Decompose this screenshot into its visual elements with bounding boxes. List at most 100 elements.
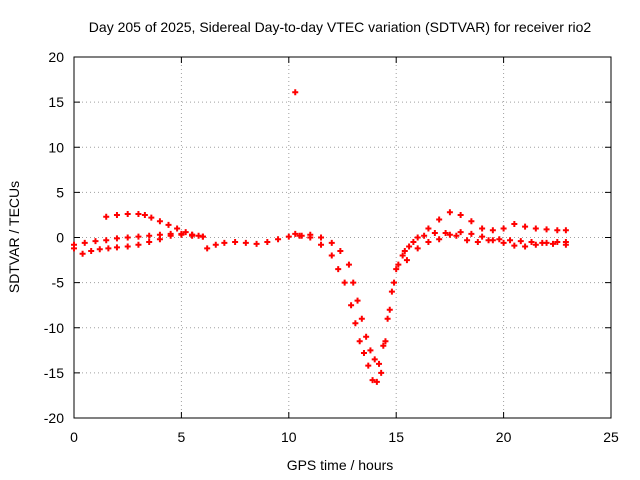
data-point xyxy=(124,211,131,218)
y-axis-label: SDTVAR / TECUs xyxy=(6,181,22,293)
data-point xyxy=(135,211,142,218)
data-point xyxy=(369,377,376,384)
axis-ticks: 0 5 10 15 20 25 -20 -15 -10 -5 0 5 10 15 20 xyxy=(44,49,619,445)
data-point xyxy=(352,320,359,327)
data-point xyxy=(328,239,335,246)
data-point xyxy=(562,239,569,246)
data-point xyxy=(199,233,206,240)
data-point xyxy=(350,279,357,286)
data-point xyxy=(348,302,355,309)
data-point xyxy=(335,266,342,273)
series-arc-f xyxy=(307,229,569,385)
data-point xyxy=(296,232,303,239)
data-point xyxy=(365,362,372,369)
data-point xyxy=(318,241,325,248)
y-tick-label: -5 xyxy=(52,275,65,291)
data-point xyxy=(292,89,299,96)
data-point xyxy=(464,237,471,244)
data-point xyxy=(182,229,189,236)
data-point xyxy=(474,239,481,246)
data-point xyxy=(264,239,271,246)
data-point xyxy=(285,233,292,240)
data-point xyxy=(376,360,383,367)
data-point xyxy=(457,229,464,236)
series-arc-c xyxy=(103,211,196,238)
data-point xyxy=(275,236,282,243)
data-point xyxy=(550,240,557,247)
data-point xyxy=(554,227,561,234)
data-point xyxy=(367,347,374,354)
data-point xyxy=(113,211,120,218)
data-point xyxy=(446,209,453,216)
data-point xyxy=(378,369,385,376)
data-point xyxy=(337,248,344,255)
x-tick-label: 25 xyxy=(603,429,619,445)
data-point xyxy=(442,229,449,236)
data-point xyxy=(156,218,163,225)
data-point xyxy=(554,239,561,246)
data-point xyxy=(71,241,77,248)
data-point xyxy=(81,239,88,246)
data-point xyxy=(479,233,486,240)
data-point xyxy=(253,240,260,247)
data-point xyxy=(341,279,348,286)
data-point xyxy=(79,250,86,257)
data-point xyxy=(401,248,408,255)
series-arc-g xyxy=(403,229,569,264)
data-point xyxy=(318,234,325,241)
y-tick-label: 15 xyxy=(48,94,64,110)
data-point xyxy=(457,211,464,218)
data-point xyxy=(410,239,417,246)
data-point xyxy=(113,235,120,242)
y-tick-label: -15 xyxy=(44,365,64,381)
data-point xyxy=(468,230,475,237)
data-point xyxy=(500,239,507,246)
data-point xyxy=(388,288,395,295)
data-point xyxy=(425,225,432,232)
data-point xyxy=(124,243,131,250)
data-point xyxy=(489,237,496,244)
data-point xyxy=(307,234,314,241)
y-tick-label: 0 xyxy=(56,230,64,246)
data-point xyxy=(146,239,153,246)
data-point xyxy=(103,213,110,220)
data-point xyxy=(373,378,380,385)
data-point xyxy=(360,350,367,357)
data-point xyxy=(204,245,211,252)
data-point xyxy=(543,239,550,246)
data-point xyxy=(92,238,99,245)
data-point xyxy=(511,220,518,227)
data-point xyxy=(345,261,352,268)
data-point xyxy=(212,241,219,248)
data-point xyxy=(496,236,503,243)
x-axis-label: GPS time / hours xyxy=(287,457,394,473)
data-point xyxy=(414,234,421,241)
x-tick-label: 15 xyxy=(388,429,404,445)
data-point xyxy=(178,231,185,238)
data-point xyxy=(221,239,228,246)
data-point xyxy=(167,230,174,237)
data-point xyxy=(356,338,363,345)
y-tick-label: -10 xyxy=(44,320,64,336)
series-arc-e xyxy=(296,209,569,367)
data-point xyxy=(453,232,460,239)
y-tick-label: 20 xyxy=(48,49,64,65)
data-point xyxy=(500,225,507,232)
data-point xyxy=(522,223,529,230)
data-point xyxy=(399,252,406,259)
data-point xyxy=(562,227,569,234)
data-point xyxy=(328,252,335,259)
data-point xyxy=(414,245,421,252)
data-point xyxy=(384,315,391,322)
data-point xyxy=(386,306,393,313)
data-point xyxy=(517,238,524,245)
data-point xyxy=(479,225,486,232)
data-point xyxy=(232,239,239,246)
data-point xyxy=(395,261,402,268)
x-tick-label: 20 xyxy=(496,429,512,445)
data-point xyxy=(363,333,370,340)
data-point xyxy=(189,231,196,238)
data-point xyxy=(403,257,410,264)
data-point xyxy=(371,356,378,363)
